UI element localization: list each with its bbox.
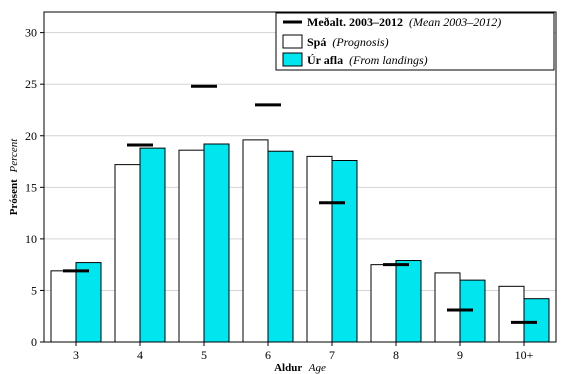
x-tick-label-5: 5 (201, 348, 207, 362)
y-axis-title: Prósent Percent (8, 138, 20, 216)
x-tick-label-10: 10+ (515, 348, 534, 362)
y-tick-label-5: 5 (31, 283, 37, 297)
legend-mean-name: Meðalt. 2003–2012 (307, 15, 403, 29)
x-tick-label-4: 4 (137, 348, 143, 362)
x-tick-label-8: 8 (393, 348, 399, 362)
bar-landings-age-10 (523, 298, 550, 343)
bar-prognosis-age-3 (50, 270, 77, 343)
bar-landings-age-8 (395, 260, 422, 343)
bar-landings-age-6 (267, 150, 294, 343)
y-axis-title-english: Percent (8, 138, 20, 174)
x-axis-title-english: Age (308, 362, 326, 374)
bar-landings-age-5 (203, 143, 230, 343)
y-tick-label-15: 15 (25, 180, 37, 194)
x-tick-label-7: 7 (329, 348, 335, 362)
y-tick-label-20: 20 (25, 129, 37, 143)
y-tick-label-30: 30 (25, 26, 37, 40)
legend-prognosis-name: Spá (307, 35, 326, 49)
x-axis-title: Aldur Age (274, 362, 326, 374)
legend-landings-name: Úr afla (307, 53, 343, 67)
legend-box (275, 12, 555, 71)
plot-frame (43, 11, 557, 343)
bar-prognosis-age-5 (178, 149, 205, 343)
bar-prognosis-age-10 (498, 285, 525, 343)
y-axis-title-main: Prósent (8, 179, 20, 215)
bar-prognosis-age-4 (114, 164, 141, 343)
bar-prognosis-age-6 (242, 139, 269, 343)
bar-prognosis-age-9 (434, 272, 461, 343)
bar-prognosis-age-7 (306, 155, 333, 343)
x-tick-label-6: 6 (265, 348, 271, 362)
bar-landings-age-7 (331, 160, 358, 343)
legend-prognosis-swatch (282, 34, 303, 49)
y-axis: 0 5 10 15 20 25 30 (25, 26, 44, 349)
y-tick-label-0: 0 (31, 335, 37, 349)
legend-prognosis-label: Spá (Prognosis) (307, 35, 389, 49)
legend-landings-name-english: (From landings) (349, 53, 428, 67)
x-tick-label-3: 3 (73, 348, 79, 362)
legend-mean-name-english: (Mean 2003–2012) (409, 15, 501, 29)
x-axis-title-main: Aldur (274, 362, 302, 374)
bar-landings-age-3 (75, 262, 102, 343)
bar-prognosis-age-8 (370, 264, 397, 343)
legend-prognosis-name-english: (Prognosis) (332, 35, 388, 49)
legend-landings-swatch (282, 52, 303, 67)
x-tick-label-9: 9 (457, 348, 463, 362)
bar-landings-age-4 (139, 147, 166, 343)
mean-markers (63, 84, 537, 324)
y-tick-label-25: 25 (25, 77, 37, 91)
bars (50, 139, 550, 343)
legend-mean-label: Meðalt. 2003–2012 (Mean 2003–2012) (307, 15, 501, 29)
legend: Meðalt. 2003–2012 (Mean 2003–2012) Spá (… (275, 12, 555, 71)
legend-landings-label: Úr afla (From landings) (307, 53, 428, 67)
y-tick-label-10: 10 (25, 232, 37, 246)
x-axis: 3 4 5 6 7 8 9 10+ (73, 342, 534, 362)
